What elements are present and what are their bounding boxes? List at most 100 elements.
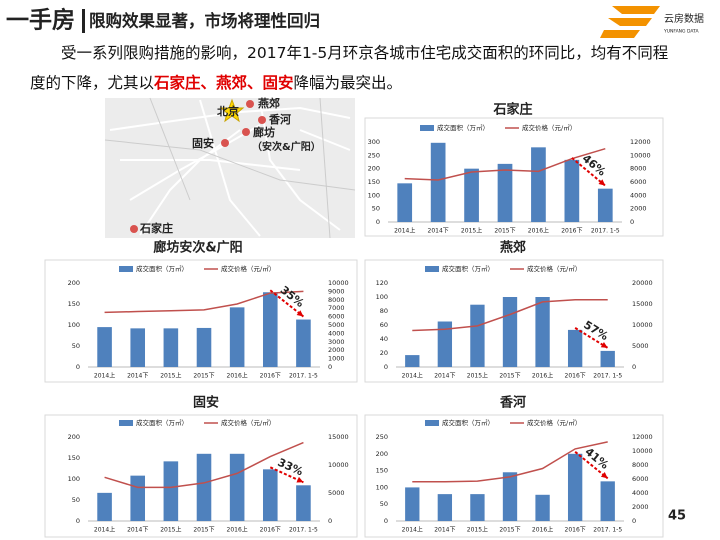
annotation: 33% [276, 456, 305, 479]
y-tick-label: 150 [68, 454, 80, 462]
annotation-arrowhead [296, 476, 304, 483]
y-tick-label: 0 [76, 363, 80, 371]
x-tick-label: 2015上 [461, 227, 482, 235]
map-label: 廊坊 [253, 125, 275, 139]
legend-label: 成交价格（元/㎡） [527, 264, 581, 273]
y2-tick-label: 9000 [328, 287, 345, 295]
map: 北京 燕郊 香河 廊坊 （安次&广阳） 固安 石家庄 [104, 96, 356, 239]
x-tick-label: 2014下 [127, 373, 148, 380]
intro-paragraph: 受一系列限购措施的影响，2017年1-5月环京各城市住宅成交面积的环同比，均有不… [30, 38, 670, 98]
y2-tick-label: 10000 [630, 151, 651, 159]
y-tick-label: 250 [376, 433, 388, 441]
annotation-arrowhead [598, 179, 606, 186]
map-marker [130, 225, 138, 233]
y-tick-label: 150 [368, 178, 380, 186]
x-tick-label: 2016下 [561, 228, 582, 235]
legend-swatch [425, 420, 439, 426]
bar [229, 453, 245, 521]
map-label: 固安 [192, 136, 214, 150]
y-tick-label: 100 [68, 475, 80, 483]
bar [130, 475, 146, 521]
x-tick-label: 2015上 [467, 372, 488, 380]
y2-tick-label: 7000 [328, 304, 345, 312]
title-main: 一手房 [6, 7, 75, 34]
annotation: 46% [580, 152, 609, 179]
bar [296, 485, 311, 521]
bar [430, 142, 446, 222]
bar [497, 163, 513, 222]
legend-label: 成交价格（元/㎡） [527, 418, 581, 427]
x-tick-label: 2017. 1-5 [593, 527, 622, 534]
map-marker [221, 139, 229, 147]
x-tick-label: 2014上 [402, 526, 423, 534]
chart-panel [364, 117, 664, 237]
map-label: 香河 [268, 112, 291, 126]
title-sub: 限购效果显著，市场将理性回归 [89, 11, 320, 31]
y-tick-label: 0 [384, 517, 388, 525]
chart-title: 固安 [193, 395, 219, 411]
price-line [104, 441, 304, 489]
y-tick-label: 250 [368, 151, 380, 159]
bar [97, 492, 112, 521]
title-separator [82, 9, 85, 33]
annotation-arrowhead [296, 310, 304, 317]
annotation: 41% [582, 445, 611, 472]
map-star [219, 98, 245, 123]
y2-tick-label: 10000 [632, 321, 653, 329]
y-tick-label: 100 [376, 483, 388, 491]
x-tick-label: 2014下 [434, 373, 455, 380]
legend-label: 成交面积（万㎡） [136, 418, 188, 427]
y2-tick-label: 15000 [632, 300, 653, 308]
highlight: 石家庄、燕郊、固安 [154, 74, 294, 92]
y-tick-label: 0 [384, 363, 388, 371]
annotation-arrow [571, 157, 606, 187]
y-tick-label: 120 [376, 279, 388, 287]
chart-title: 燕郊 [500, 240, 526, 256]
y-tick-label: 20 [380, 349, 388, 357]
y-tick-label: 0 [76, 517, 80, 525]
legend-label: 成交价格（元/㎡） [221, 418, 275, 427]
y2-tick-label: 10000 [328, 279, 349, 287]
bar [405, 487, 420, 521]
bar [567, 329, 583, 367]
annotation-arrow [574, 451, 609, 480]
chart-title: 石家庄 [492, 102, 532, 118]
bar [600, 350, 615, 367]
price-line [104, 290, 304, 314]
x-tick-label: 2016下 [565, 527, 586, 534]
bar [97, 327, 112, 367]
annotation-arrowhead [600, 342, 608, 348]
y2-tick-label: 12000 [632, 433, 653, 441]
x-tick-label: 2015下 [499, 527, 520, 534]
x-tick-label: 2017. 1-5 [591, 228, 620, 235]
chart-panel [44, 259, 358, 383]
map-bg [105, 98, 355, 238]
y2-tick-label: 3000 [328, 338, 345, 346]
bar [163, 461, 179, 521]
x-tick-label: 2015上 [160, 526, 181, 534]
bar [597, 188, 613, 222]
y-tick-label: 200 [68, 433, 80, 441]
y2-tick-label: 8000 [630, 165, 647, 173]
y-tick-label: 100 [68, 321, 80, 329]
bar [502, 297, 518, 367]
y2-tick-label: 5000 [328, 489, 345, 497]
chart-panel [364, 414, 664, 538]
map-label: 北京 [217, 104, 239, 118]
y2-tick-label: 8000 [328, 296, 345, 304]
map-marker [246, 100, 254, 108]
annotation: 57% [581, 318, 610, 343]
bar [163, 328, 179, 367]
bar [196, 453, 212, 521]
logo-en: YUNFANG DATA [663, 29, 699, 35]
x-tick-label: 2016下 [260, 527, 281, 534]
y2-tick-label: 4000 [630, 191, 647, 199]
y2-tick-label: 1000 [328, 355, 345, 363]
x-tick-label: 2016下 [565, 373, 586, 380]
x-tick-label: 2014上 [94, 372, 115, 380]
logo-text: 云房数据 [664, 12, 704, 25]
bar [564, 159, 580, 222]
bar [437, 494, 453, 521]
